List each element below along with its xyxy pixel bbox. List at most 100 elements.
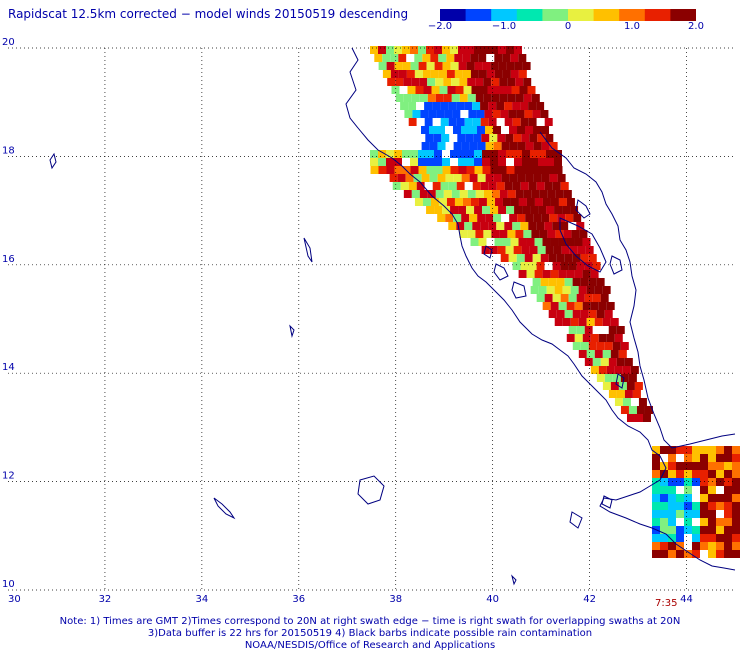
wind-cell bbox=[426, 206, 435, 214]
wind-cell bbox=[408, 102, 417, 110]
wind-cell bbox=[506, 46, 514, 54]
wind-cell bbox=[506, 62, 515, 70]
wind-cell bbox=[546, 286, 555, 294]
wind-cell bbox=[453, 214, 462, 222]
wind-cell bbox=[517, 174, 526, 182]
wind-cell bbox=[456, 102, 465, 110]
wind-cell bbox=[652, 542, 660, 550]
wind-cell bbox=[456, 118, 465, 126]
wind-cell bbox=[622, 398, 631, 406]
wind-cell bbox=[426, 46, 434, 54]
wind-cell bbox=[458, 46, 466, 54]
wind-cell bbox=[476, 110, 485, 118]
wind-cell bbox=[684, 454, 692, 462]
scale-label-pos1: 1.0 bbox=[624, 21, 640, 32]
wind-cell bbox=[370, 150, 378, 158]
wind-cell bbox=[472, 118, 481, 126]
wind-cell bbox=[544, 262, 553, 270]
wind-cell bbox=[545, 246, 554, 254]
wind-cell bbox=[440, 118, 449, 126]
wind-cell bbox=[463, 86, 472, 94]
wind-cell bbox=[469, 214, 478, 222]
wind-cell bbox=[568, 222, 577, 230]
wind-cell bbox=[434, 46, 442, 54]
wind-cell bbox=[668, 510, 676, 518]
wind-cell bbox=[630, 366, 639, 374]
wind-cell bbox=[499, 94, 508, 102]
wind-cell bbox=[464, 102, 473, 110]
wind-cell bbox=[732, 526, 740, 534]
wind-cell bbox=[530, 166, 539, 174]
lon-tick-label: 40 bbox=[486, 594, 499, 605]
wind-cell bbox=[499, 78, 508, 86]
wind-cell bbox=[427, 78, 436, 86]
wind-cell bbox=[533, 174, 542, 182]
wind-cell bbox=[500, 254, 509, 262]
wind-cell bbox=[475, 190, 484, 198]
wind-cell bbox=[483, 190, 492, 198]
wind-cell bbox=[576, 262, 585, 270]
wind-cell bbox=[529, 246, 538, 254]
wind-cell bbox=[539, 230, 548, 238]
wind-cell bbox=[399, 86, 408, 94]
wind-cell bbox=[439, 86, 448, 94]
wind-cell bbox=[716, 510, 724, 518]
wind-cell bbox=[692, 518, 700, 526]
wind-cell bbox=[684, 550, 692, 558]
wind-cell bbox=[708, 462, 716, 470]
wind-cell bbox=[483, 230, 492, 238]
wind-cell bbox=[588, 278, 597, 286]
wind-cell bbox=[574, 238, 583, 246]
wind-cell bbox=[530, 150, 538, 158]
wind-cell bbox=[536, 262, 545, 270]
wind-cell bbox=[523, 230, 532, 238]
wind-cell bbox=[692, 550, 700, 558]
wind-cell bbox=[482, 150, 490, 158]
wind-cell bbox=[724, 446, 732, 454]
lon-tick-label: 44 bbox=[680, 594, 693, 605]
wind-cell bbox=[676, 510, 684, 518]
wind-cell bbox=[660, 478, 668, 486]
wind-cell bbox=[437, 214, 446, 222]
wind-cell bbox=[512, 222, 521, 230]
wind-cell bbox=[600, 326, 609, 334]
wind-cell bbox=[455, 86, 464, 94]
wind-cell bbox=[475, 94, 484, 102]
wind-cell bbox=[475, 230, 484, 238]
wind-cell bbox=[632, 390, 641, 398]
wind-cell bbox=[482, 158, 490, 166]
wind-cell bbox=[660, 462, 668, 470]
wind-cell bbox=[390, 70, 399, 78]
wind-cell bbox=[423, 86, 432, 94]
wind-cell bbox=[513, 246, 522, 254]
wind-cell bbox=[467, 230, 476, 238]
color-scale-step bbox=[516, 9, 543, 21]
wind-cell bbox=[470, 238, 479, 246]
wind-cell bbox=[542, 238, 551, 246]
wind-cell bbox=[660, 550, 668, 558]
lat-tick-label: 18 bbox=[2, 145, 15, 156]
wind-cell bbox=[580, 278, 589, 286]
wind-cell bbox=[582, 270, 591, 278]
wind-cell bbox=[570, 286, 579, 294]
wind-cell bbox=[462, 198, 471, 206]
wind-cell bbox=[516, 110, 525, 118]
wind-cell bbox=[466, 166, 475, 174]
wind-cell bbox=[430, 54, 439, 62]
wind-cell bbox=[493, 126, 502, 134]
wind-cell bbox=[482, 62, 491, 70]
wind-cell bbox=[538, 150, 546, 158]
wind-cell bbox=[424, 182, 433, 190]
wind-cell bbox=[515, 190, 524, 198]
wind-cell bbox=[576, 222, 585, 230]
wind-cell bbox=[533, 142, 542, 150]
wind-cell bbox=[732, 518, 740, 526]
wind-cell bbox=[616, 390, 625, 398]
wind-cell bbox=[459, 94, 468, 102]
wind-cell bbox=[588, 310, 597, 318]
wind-cell bbox=[430, 70, 439, 78]
wind-cell bbox=[700, 486, 708, 494]
wind-cell bbox=[448, 182, 457, 190]
wind-cell bbox=[378, 62, 387, 70]
wind-cell bbox=[668, 526, 676, 534]
